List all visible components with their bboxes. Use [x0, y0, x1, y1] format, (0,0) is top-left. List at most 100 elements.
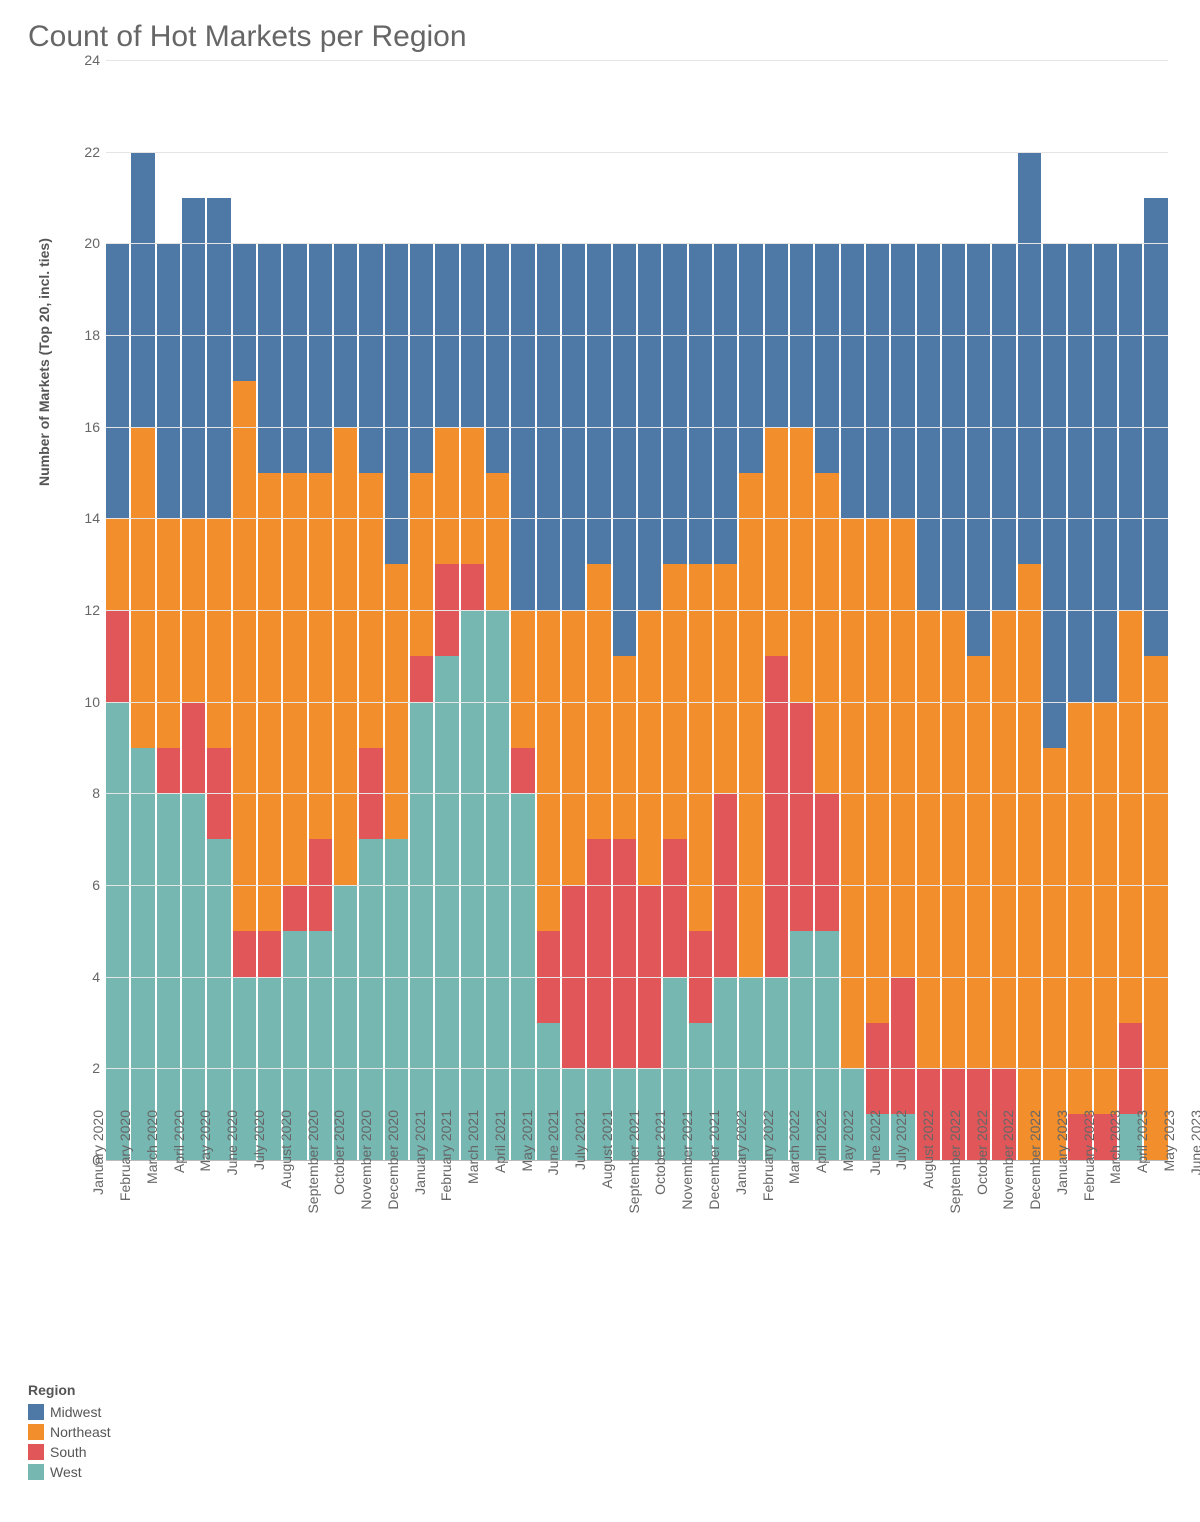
bar-segment-northeast	[233, 381, 256, 931]
bar-segment-south	[233, 931, 256, 977]
bar-segment-northeast	[714, 564, 737, 793]
chart-container: Count of Hot Markets per Region Number o…	[0, 0, 1200, 1522]
x-label-slot: October 2020	[319, 1104, 344, 1304]
legend-item-west: West	[28, 1462, 111, 1482]
gridline	[106, 885, 1168, 886]
bar-segment-south	[765, 656, 788, 977]
bar-segment-northeast	[207, 518, 230, 747]
bar-segment-northeast	[739, 473, 762, 977]
bar-segment-midwest	[283, 243, 306, 472]
bar-segment-northeast	[1043, 748, 1066, 1161]
bar-segment-northeast	[967, 656, 990, 1069]
legend-swatch	[28, 1444, 44, 1460]
bar-segment-midwest	[1094, 243, 1117, 701]
gridline	[106, 610, 1168, 611]
bar-segment-midwest	[841, 243, 864, 518]
x-label-slot: March 2021	[453, 1104, 478, 1304]
bar-segment-south	[511, 748, 534, 794]
bar-segment-south	[587, 839, 610, 1068]
legend-label: Midwest	[50, 1402, 101, 1422]
y-tick-label: 20	[70, 235, 100, 251]
x-label-slot: December 2020	[372, 1104, 397, 1304]
x-label-slot: February 2022	[747, 1104, 772, 1304]
bar-segment-south	[182, 702, 205, 794]
bar-segment-northeast	[1068, 702, 1091, 1115]
gridline	[106, 60, 1168, 61]
gridline	[106, 977, 1168, 978]
y-tick-label: 12	[70, 602, 100, 618]
x-label-slot: September 2020	[292, 1104, 317, 1304]
x-label-slot: June 2020	[212, 1104, 237, 1304]
x-label-slot: July 2020	[239, 1104, 264, 1304]
x-label-slot: February 2021	[426, 1104, 451, 1304]
bar-segment-south	[461, 564, 484, 610]
x-label-slot: October 2021	[640, 1104, 665, 1304]
bar-segment-midwest	[1018, 152, 1041, 565]
bar-segment-midwest	[233, 243, 256, 381]
x-label-slot: September 2022	[935, 1104, 960, 1304]
bar-segment-northeast	[613, 656, 636, 839]
y-tick-label: 2	[70, 1060, 100, 1076]
gridline	[106, 1068, 1168, 1069]
x-label-slot: December 2021	[694, 1104, 719, 1304]
bar-segment-south	[258, 931, 281, 977]
x-label-slot: August 2020	[265, 1104, 290, 1304]
y-tick-label: 6	[70, 877, 100, 893]
x-label-slot: April 2023	[1122, 1104, 1147, 1304]
x-label-slot: January 2020	[78, 1104, 103, 1304]
x-label-slot: July 2021	[560, 1104, 585, 1304]
bar-segment-northeast	[131, 427, 154, 748]
x-label-slot: November 2020	[346, 1104, 371, 1304]
legend-item-northeast: Northeast	[28, 1422, 111, 1442]
legend-item-midwest: Midwest	[28, 1402, 111, 1422]
bar-segment-midwest	[131, 152, 154, 427]
x-label-slot: February 2020	[105, 1104, 130, 1304]
bar-segment-northeast	[537, 610, 560, 931]
x-label-slot: April 2022	[801, 1104, 826, 1304]
x-label-slot: May 2022	[827, 1104, 852, 1304]
bar-segment-northeast	[917, 610, 940, 1068]
legend-swatch	[28, 1424, 44, 1440]
x-label-slot: April 2020	[158, 1104, 183, 1304]
bar-segment-northeast	[1119, 610, 1142, 1023]
bar-segment-northeast	[992, 610, 1015, 1068]
bar-segment-south	[106, 610, 129, 702]
bar-segment-midwest	[1043, 243, 1066, 747]
y-tick-label: 24	[70, 52, 100, 68]
plot-area	[106, 60, 1168, 1160]
x-label-slot: March 2023	[1095, 1104, 1120, 1304]
bar-segment-midwest	[739, 243, 762, 472]
x-label-slot: January 2023	[1042, 1104, 1067, 1304]
legend-items: MidwestNortheastSouthWest	[28, 1402, 111, 1482]
legend: Region MidwestNortheastSouthWest	[28, 1382, 111, 1482]
legend-label: West	[50, 1462, 82, 1482]
x-label-slot: June 2021	[533, 1104, 558, 1304]
x-label-slot: August 2021	[587, 1104, 612, 1304]
bar-segment-west	[435, 656, 458, 1160]
bar-segment-midwest	[410, 243, 433, 472]
x-label-slot: October 2022	[961, 1104, 986, 1304]
legend-title: Region	[28, 1382, 111, 1398]
bar-segment-west	[131, 748, 154, 1161]
bar-segment-midwest	[613, 243, 636, 656]
bar-segment-midwest	[1068, 243, 1091, 701]
bar-segment-northeast	[283, 473, 306, 886]
bar-segment-midwest	[385, 243, 408, 564]
bar-segment-midwest	[106, 243, 129, 518]
x-label-slot: May 2021	[506, 1104, 531, 1304]
chart-title: Count of Hot Markets per Region	[28, 20, 1172, 54]
gridline	[106, 335, 1168, 336]
bar-segment-midwest	[689, 243, 712, 564]
bar-segment-northeast	[334, 427, 357, 885]
legend-label: Northeast	[50, 1422, 111, 1442]
x-label-slot: August 2022	[908, 1104, 933, 1304]
bar-segment-northeast	[1018, 564, 1041, 1160]
bar-segment-northeast	[942, 610, 965, 1068]
bar-segment-west	[106, 702, 129, 1160]
bar-segment-midwest	[258, 243, 281, 472]
bar-segment-south	[283, 885, 306, 931]
bar-segment-midwest	[309, 243, 332, 472]
bar-segment-northeast	[891, 518, 914, 976]
bar-segment-northeast	[461, 427, 484, 565]
bar-segment-midwest	[486, 243, 509, 472]
